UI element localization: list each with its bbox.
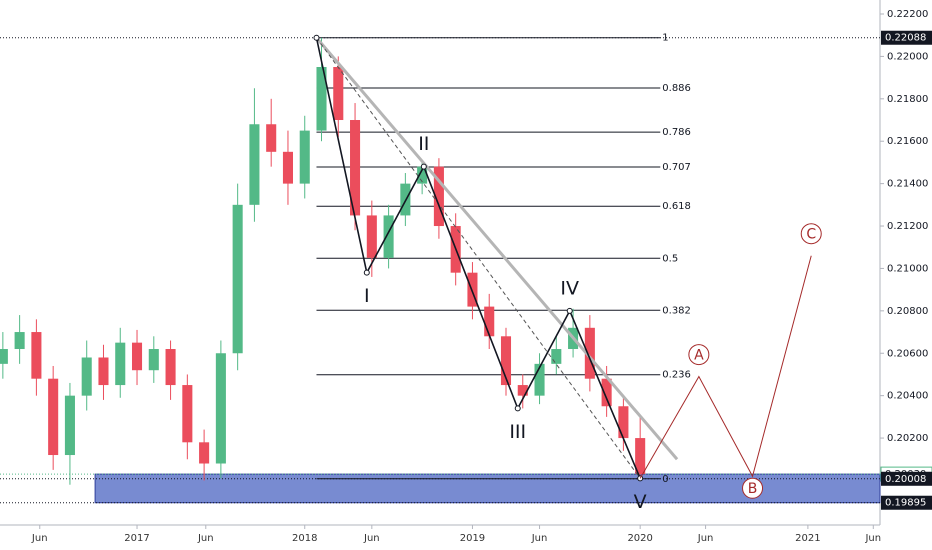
y-tick-label: 0.20400 [887, 391, 928, 402]
candle-body [517, 385, 528, 396]
y-tick-label: 0.22000 [887, 51, 928, 62]
price-label: 0.20008 [885, 474, 926, 485]
candle-body [48, 378, 59, 456]
fib-label: 0.707 [662, 162, 691, 173]
y-tick-label: 0.21200 [887, 221, 928, 232]
candle-body [484, 306, 495, 337]
candle-body [635, 438, 646, 475]
wave-label: I [364, 285, 370, 307]
candle-body [282, 151, 293, 184]
wave-point [420, 163, 427, 170]
x-tick-label: 2018 [292, 533, 317, 544]
candle-body [14, 332, 25, 350]
y-tick-label: 0.22200 [887, 9, 928, 20]
candle-body [551, 349, 562, 364]
candle-body [232, 204, 243, 354]
x-tick-label: Jun [864, 533, 881, 544]
candle-body [433, 166, 444, 227]
candle-body [500, 336, 512, 386]
y-tick-label: 0.20600 [887, 348, 928, 359]
candle-body [165, 349, 176, 386]
x-tick-label: 2019 [460, 533, 485, 544]
x-tick-label: Jun [531, 533, 548, 544]
x-tick-label: Jun [197, 533, 214, 544]
y-tick-label: 0.20200 [887, 433, 928, 444]
fib-label: 1 [662, 33, 668, 44]
y-tick-label: 0.21600 [887, 136, 928, 147]
candle-body [333, 67, 344, 121]
fib-label: 0.886 [662, 83, 691, 94]
trendline [315, 36, 679, 461]
candle-body [81, 357, 92, 396]
candle-body [350, 120, 361, 216]
y-tick-label: 0.20800 [887, 306, 928, 317]
candle-body [618, 406, 629, 439]
candle-body [534, 363, 545, 396]
wave-label: II [418, 133, 429, 155]
fib-label: 0.236 [662, 370, 691, 381]
x-tick-label: 2020 [627, 533, 652, 544]
projection-marker [742, 477, 764, 499]
wave-path [315, 37, 641, 479]
candle-body [131, 342, 143, 371]
y-tick-label: 0.21800 [887, 94, 928, 105]
x-tick-label: Jun [363, 533, 380, 544]
wave-label: III [509, 421, 526, 443]
projection-label: B [748, 481, 758, 497]
wave-label: V [634, 491, 647, 513]
candle-body [366, 215, 377, 258]
x-tick-label: Jun [697, 533, 714, 544]
wave-point [514, 405, 521, 412]
fib-label: 0 [662, 474, 668, 485]
candle-body [31, 332, 42, 379]
candle-body [0, 349, 8, 364]
fib-label: 0.618 [662, 201, 691, 212]
price-label-box [881, 495, 932, 510]
fib-label: 0.382 [662, 305, 691, 316]
y-tick-label: 0.21400 [887, 179, 928, 190]
candle-body [182, 385, 193, 443]
candle-body [316, 67, 327, 131]
wave-point [566, 307, 573, 314]
projection-marker [688, 344, 710, 366]
projection-label: A [694, 348, 704, 364]
price-label: 0.19895 [885, 498, 926, 509]
candle-body [115, 342, 126, 386]
candle-body [64, 395, 75, 456]
x-tick-label: Jun [31, 533, 48, 544]
candle-body [383, 215, 394, 258]
wave-point [313, 34, 320, 41]
wave-label: IV [560, 277, 579, 299]
candle-body [98, 357, 109, 386]
candle-body [215, 353, 226, 464]
candle-body [249, 124, 260, 205]
candle-body [199, 442, 210, 464]
fib-label: 0.786 [662, 127, 691, 138]
candle-body [601, 378, 612, 407]
price-label-box [881, 471, 932, 486]
x-tick-label: 2021 [795, 533, 820, 544]
y-tick-label: 0.21000 [887, 263, 928, 274]
x-tick-label: 2017 [124, 533, 149, 544]
candle-body [584, 327, 595, 379]
price-label: 0.22088 [885, 33, 926, 44]
candle-body [266, 124, 277, 152]
price-label-box [881, 30, 932, 45]
projection-path [639, 255, 812, 479]
dashed-line [316, 37, 641, 479]
candle-body [417, 166, 428, 184]
candle-body [299, 130, 310, 184]
projection-marker [800, 223, 822, 245]
fib-label: 0.5 [662, 253, 678, 264]
projection-label: C [806, 227, 816, 243]
candle-body [148, 349, 159, 371]
wave-point [363, 269, 370, 276]
